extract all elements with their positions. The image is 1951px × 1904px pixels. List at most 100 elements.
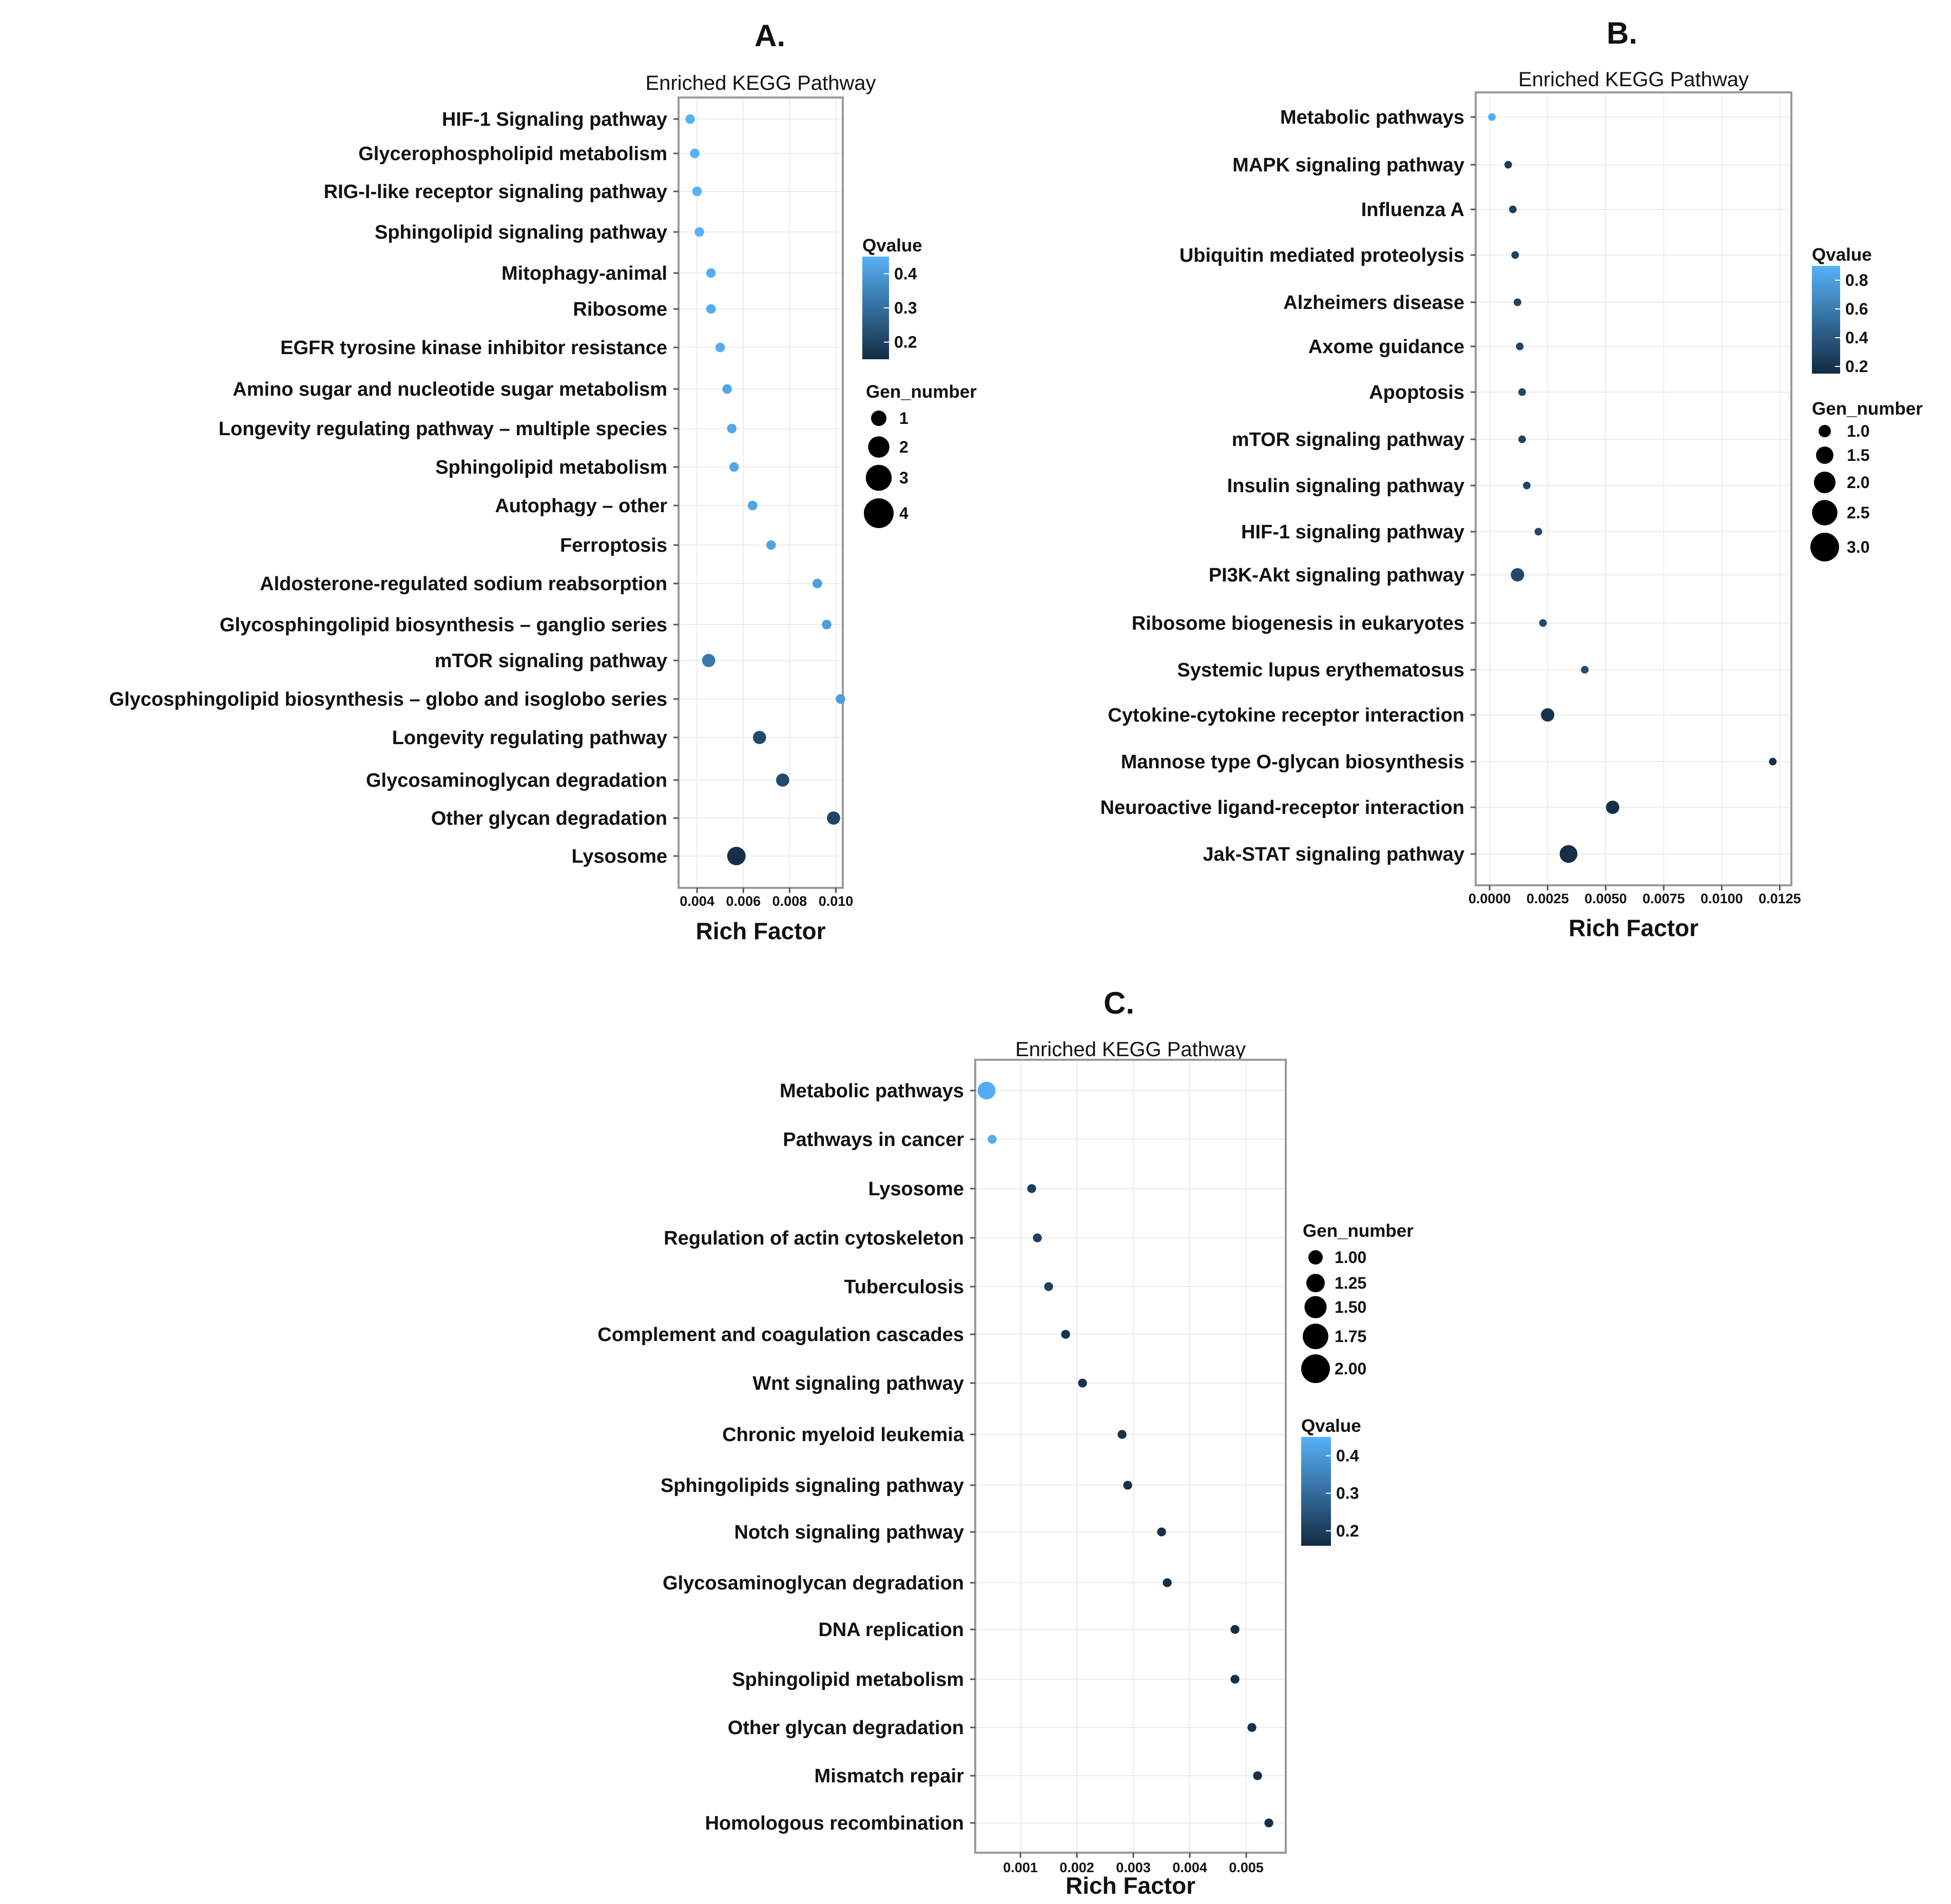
x-tick-label: 0.005 — [1229, 1860, 1264, 1875]
enrichment-point — [752, 731, 766, 744]
enrichment-point — [1123, 1481, 1132, 1490]
enrichment-point — [1511, 568, 1524, 582]
pathway-label: PI3K-Akt signaling pathway — [1209, 565, 1464, 586]
enrichment-point — [1534, 528, 1542, 536]
panel-letter: B. — [1607, 16, 1637, 50]
size-legend-label: 1.0 — [1847, 422, 1869, 440]
size-legend-label: 1.50 — [1335, 1298, 1366, 1316]
pathway-label: mTOR signaling pathway — [1232, 429, 1464, 451]
enrichment-point — [722, 384, 732, 394]
enrichment-point — [813, 578, 822, 589]
pathway-label: Regulation of actin cytoskeleton — [664, 1228, 964, 1249]
gene-number-legend-title: Gen_number — [866, 382, 977, 402]
enrichment-point — [694, 227, 704, 237]
size-legend-label: 2.00 — [1335, 1359, 1366, 1378]
pathway-label: Other glycan degradation — [728, 1717, 964, 1739]
size-legend-dot — [1304, 1296, 1327, 1318]
size-legend-dot — [1819, 425, 1831, 437]
x-tick-label: 0.002 — [1059, 1860, 1094, 1875]
colorbar-tick-label: 0.2 — [1845, 357, 1868, 376]
colorbar-tick-label: 0.4 — [894, 264, 917, 283]
x-axis-title: Rich Factor — [1569, 915, 1698, 941]
enrichment-point — [1230, 1675, 1240, 1684]
pathway-label: Cytokine-cytokine receptor interaction — [1108, 705, 1464, 726]
size-legend-dot — [864, 498, 894, 528]
enrichment-point — [776, 773, 789, 787]
colorbar-tick-label: 0.6 — [1845, 300, 1868, 318]
pathway-label: Tuberculosis — [844, 1276, 964, 1298]
pathway-label: Longevity regulating pathway – multiple … — [219, 418, 667, 440]
enrichment-point — [1523, 481, 1531, 490]
size-legend-label: 2.5 — [1847, 503, 1869, 522]
x-tick-label: 0.0050 — [1585, 891, 1627, 906]
pathway-label: Glycosphingolipid biosynthesis – globo a… — [109, 689, 667, 710]
pathway-label: Complement and coagulation cascades — [597, 1324, 964, 1346]
enrichment-point — [1044, 1282, 1053, 1291]
pathway-label: Mannose type O-glycan biosynthesis — [1121, 751, 1464, 773]
pathway-label: RIG-I-like receptor signaling pathway — [324, 181, 667, 203]
enrichment-point — [692, 186, 702, 197]
size-legend-label: 3.0 — [1847, 538, 1869, 556]
size-legend-dot — [865, 464, 892, 491]
pathway-label: Metabolic pathways — [780, 1080, 964, 1102]
x-tick-label: 0.004 — [680, 893, 714, 909]
pathway-label: DNA replication — [818, 1619, 964, 1641]
enrichment-point — [1157, 1527, 1166, 1537]
kegg-panel-1: A. Enriched KEGG Pathway HIF-1 Signaling p… — [109, 18, 977, 944]
size-legend-dot — [1810, 533, 1839, 561]
enrichment-point — [836, 694, 845, 704]
pathway-label: Other glycan degradation — [431, 808, 667, 829]
pathway-label: Sphingolipid signaling pathway — [375, 222, 667, 243]
enrichment-point — [747, 500, 758, 511]
size-legend-label: 1.5 — [1847, 446, 1869, 464]
qvalue-legend-title: Qvalue — [1301, 1416, 1361, 1436]
pathway-label: Aldosterone-regulated sodium reabsorptio… — [260, 573, 667, 595]
size-legend-label: 1.75 — [1335, 1327, 1366, 1346]
enrichment-point — [1513, 298, 1521, 306]
enrichment-point — [1061, 1330, 1070, 1339]
pathway-label: Ribosome biogenesis in eukaryotes — [1132, 613, 1464, 634]
pathway-label: MAPK signaling pathway — [1232, 154, 1464, 176]
x-tick-label: 0.0000 — [1469, 891, 1511, 906]
enrichment-point — [1509, 205, 1517, 213]
pathway-label: Amino sugar and nucleotide sugar metabol… — [233, 379, 667, 400]
pathway-label: Neuroactive ligand-receptor interaction — [1100, 797, 1465, 819]
gene-number-legend-title: Gen_number — [1812, 399, 1923, 419]
pathway-label: Axome guidance — [1308, 336, 1464, 358]
x-axis-title: Rich Factor — [696, 918, 825, 944]
enrichment-point — [1033, 1233, 1042, 1242]
size-legend-dot — [871, 411, 886, 426]
x-tick-label: 0.010 — [819, 893, 854, 909]
qvalue-colorbar — [1301, 1437, 1331, 1546]
pathway-label: Alzheimers disease — [1283, 292, 1464, 314]
enrichment-point — [727, 847, 746, 865]
size-legend-dot — [1816, 446, 1833, 464]
plot-area — [1475, 91, 1792, 886]
enrichment-point — [977, 1081, 996, 1100]
enrichment-point — [1581, 666, 1589, 674]
pathway-label: mTOR signaling pathway — [435, 650, 667, 672]
enrichment-point — [727, 423, 737, 434]
enrichment-point — [1541, 708, 1555, 722]
plot-title: Enriched KEGG Pathway — [1015, 1038, 1246, 1061]
enrichment-point — [1518, 435, 1526, 443]
gene-number-legend-title: Gen_number — [1303, 1221, 1414, 1241]
size-legend-label: 1 — [899, 409, 909, 428]
pathway-label: EGFR tyrosine kinase inhibitor resistanc… — [280, 337, 667, 359]
pathway-label: Sphingolipid metabolism — [435, 457, 667, 478]
enrichment-point — [827, 811, 840, 825]
pathway-label: Lysosome — [868, 1178, 964, 1200]
pathway-label: Apoptosis — [1369, 382, 1464, 403]
size-legend-dot — [1308, 1250, 1323, 1265]
enrichment-point — [729, 462, 739, 472]
enrichment-point — [1247, 1723, 1257, 1732]
plot-area — [678, 96, 844, 889]
enrichment-point — [685, 114, 695, 124]
pathway-label: Mitophagy-animal — [501, 263, 667, 284]
pathway-label: Lysosome — [571, 846, 667, 867]
x-tick-label: 0.0125 — [1759, 891, 1801, 906]
plot-title: Enriched KEGG Pathway — [1518, 68, 1749, 91]
pathway-label: HIF-1 signaling pathway — [1241, 521, 1464, 543]
pathway-label: Longevity regulating pathway — [392, 727, 667, 749]
colorbar-tick-label: 0.8 — [1845, 271, 1868, 289]
